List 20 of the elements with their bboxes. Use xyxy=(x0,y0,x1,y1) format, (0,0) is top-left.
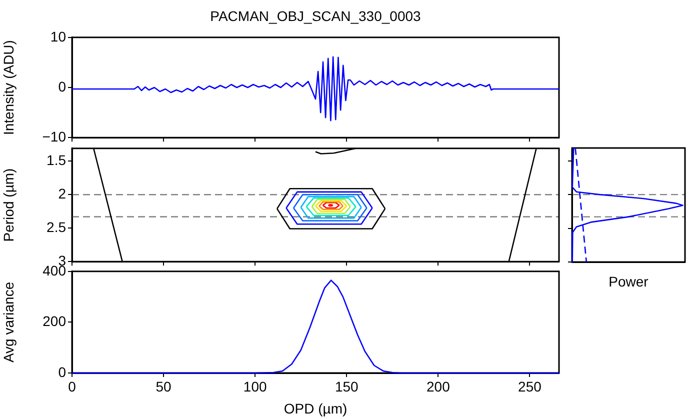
y-axis-title: Avg variance xyxy=(0,282,16,363)
y-axis-title: Period (µm) xyxy=(0,168,16,242)
y-tick-label: 0 xyxy=(58,78,66,94)
x-axis-title: Power xyxy=(608,273,649,290)
x-tick-label: 50 xyxy=(156,378,172,394)
x-tick-label: 250 xyxy=(518,378,542,394)
x-tick-label: 0 xyxy=(68,378,76,394)
x-tick-label: 200 xyxy=(426,378,450,394)
chart-title: PACMAN_OBJ_SCAN_330_0003 xyxy=(209,8,422,24)
x-tick-label: 100 xyxy=(243,378,267,394)
y-axis-title: Intensity (ADU) xyxy=(0,40,16,135)
x-tick-label: 150 xyxy=(334,378,359,394)
y-tick-label: 2.5 xyxy=(46,218,66,235)
y-tick-label: 0 xyxy=(58,364,66,380)
y-tick-label: 2 xyxy=(58,185,66,202)
y-tick-label: 1.5 xyxy=(46,152,66,168)
y-tick-label: 10 xyxy=(50,28,66,44)
y-tick-label: −10 xyxy=(42,128,66,144)
x-axis-title: OPD (µm) xyxy=(284,400,348,416)
y-tick-label: 200 xyxy=(42,313,66,330)
